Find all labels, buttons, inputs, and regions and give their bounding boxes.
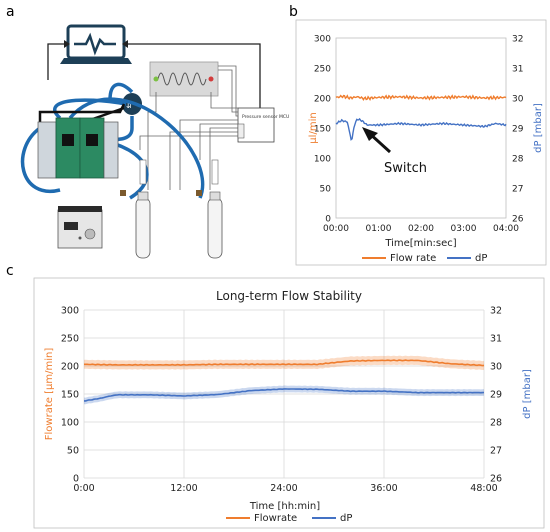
- panel-b: b 0 50 100 150 200 250 300 26 27 28 29 30 31 32 00:0…: [289, 4, 547, 266]
- y2-tick-label: 29: [490, 390, 502, 401]
- panel-c-y2label: dP [mbar]: [522, 369, 533, 419]
- svg-text:⇵: ⇵: [126, 101, 133, 110]
- y2-tick-label: 30: [490, 362, 502, 373]
- panel-c-ylabel: Flowrate [µm/min]: [44, 348, 55, 441]
- y2-tick-label: 28: [490, 418, 502, 429]
- y2-tick-label: 31: [512, 65, 523, 75]
- panel-b-xlabel: Time[min:sec]: [384, 238, 456, 249]
- y2-tick-label: 31: [490, 334, 502, 345]
- x-tick-label: 01:00: [366, 224, 392, 234]
- y-tick-label: 0: [73, 474, 79, 485]
- legend-label-flowrate: Flowrate: [254, 513, 297, 524]
- reservoir-left: [120, 159, 151, 259]
- pump-units: [37, 117, 119, 179]
- switch-annotation: Switch: [362, 127, 427, 176]
- panel-c-frame: [33, 277, 545, 529]
- panel-b-ylabel: µl/min: [308, 112, 319, 143]
- y2-tick-label: 26: [512, 215, 524, 225]
- panel-c-title: Long-term Flow Stability: [216, 289, 362, 303]
- panel-b-left-ticks: 0 50 100 150 200 250 300: [314, 35, 331, 225]
- x-tick-label: 04:00: [493, 224, 519, 234]
- x-tick-label: 12:00: [170, 483, 197, 494]
- y-tick-label: 250: [61, 334, 79, 345]
- wiring: [139, 65, 238, 190]
- pressure-controller: [57, 206, 103, 249]
- x-tick-label: 02:00: [408, 224, 434, 234]
- legend-label-dp-c: dP: [340, 513, 352, 524]
- panel-b-plot-area: [335, 37, 507, 219]
- x-tick-label: 03:00: [451, 224, 477, 234]
- series-line-dp: [84, 388, 485, 402]
- x-tick-label: 24:00: [270, 483, 297, 494]
- series-band-0: [84, 355, 484, 371]
- panel-c-right-ticks: 26 27 28 29 30 31 32: [490, 306, 502, 485]
- panel-c-series: [84, 355, 485, 405]
- y-tick-label: 50: [67, 446, 79, 457]
- panel-b-y2label: dP [mbar]: [533, 103, 544, 153]
- y2-tick-label: 29: [512, 125, 524, 135]
- panel-c: c Long-term Flow Stability 0 50 100 150 200 2…: [6, 263, 545, 529]
- panel-b-right-ticks: 26 27 28 29 30 31 32: [512, 35, 524, 225]
- y-tick-label: 300: [314, 35, 331, 45]
- y2-tick-label: 27: [512, 185, 523, 195]
- panel-c-grid: [83, 309, 485, 479]
- series-line-flow-rate: [335, 94, 507, 101]
- y2-tick-label: 27: [490, 446, 502, 457]
- x-tick-label: 0:00: [73, 483, 94, 494]
- sensor-mcu-label: Pressure sensor MCU: [242, 114, 289, 120]
- signal-arrows: [47, 40, 261, 108]
- legend-label-dp: dP: [475, 253, 487, 264]
- panel-c-x-ticks: 0:00 12:00 24:00 36:00 48:00: [73, 483, 497, 494]
- series-line-dp: [335, 117, 507, 141]
- x-tick-label: 00:00: [323, 224, 349, 234]
- y-tick-label: 100: [61, 418, 79, 429]
- y-tick-label: 100: [314, 155, 331, 165]
- panel-c-left-ticks: 0 50 100 150 200 250 300: [61, 306, 79, 485]
- x-tick-label: 48:00: [470, 483, 497, 494]
- y2-tick-label: 32: [490, 306, 502, 317]
- y2-tick-label: 32: [512, 35, 523, 45]
- series-line-flowrate: [84, 359, 485, 367]
- panel-c-legend: Flowrate dP: [226, 513, 352, 524]
- y-tick-label: 200: [314, 95, 331, 105]
- panel-b-x-ticks: 00:00 01:00 02:00 03:00 04:00: [323, 224, 519, 234]
- panel-c-letter: c: [6, 263, 14, 279]
- y-tick-label: 200: [61, 362, 79, 373]
- y-tick-label: 150: [314, 125, 331, 135]
- y-tick-label: 50: [320, 185, 332, 195]
- sensor-mcu-box: Pressure sensor MCU: [237, 107, 289, 143]
- y2-tick-label: 26: [490, 474, 502, 485]
- legend-label-flow-rate: Flow rate: [390, 253, 436, 264]
- panel-a-letter: a: [6, 4, 15, 20]
- monitor-icon: [60, 24, 132, 64]
- y-tick-label: 150: [61, 390, 79, 401]
- reservoir-right: [196, 159, 223, 259]
- y-tick-label: 300: [61, 306, 79, 317]
- serpentine-chip: [149, 61, 219, 97]
- y-tick-label: 250: [314, 65, 331, 75]
- panel-c-xlabel: Time [hh:min]: [249, 501, 320, 512]
- panel-b-series: [335, 94, 507, 141]
- y-tick-label: 0: [325, 215, 331, 225]
- x-tick-label: 36:00: [370, 483, 397, 494]
- panel-a: a Pressure sensor MCU: [6, 4, 289, 259]
- y2-tick-label: 28: [512, 155, 524, 165]
- panel-b-frame: [295, 19, 547, 266]
- panel-b-legend: Flow rate dP: [362, 253, 487, 264]
- panel-b-letter: b: [289, 4, 298, 20]
- y2-tick-label: 30: [512, 95, 524, 105]
- switch-label: Switch: [384, 161, 427, 176]
